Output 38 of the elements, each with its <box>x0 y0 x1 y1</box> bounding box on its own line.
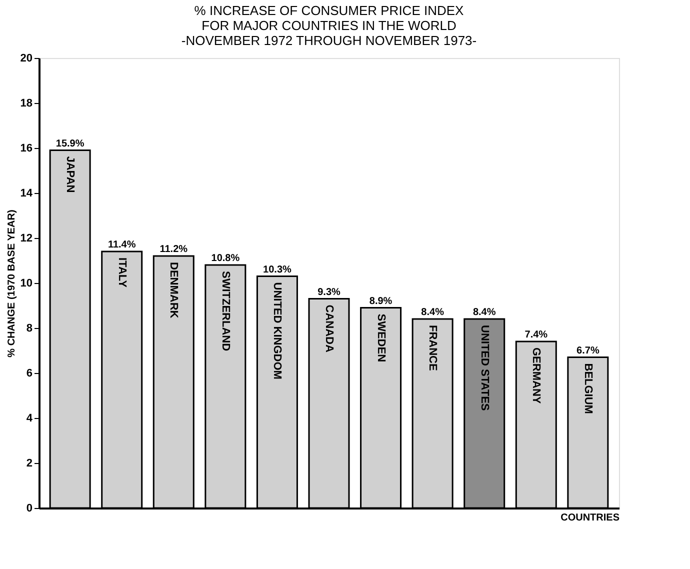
data-label: 7.4% <box>524 330 548 340</box>
y-tick-label: 8 <box>26 322 32 334</box>
y-tick-label: 20 <box>20 52 32 64</box>
y-tick-label: 2 <box>26 458 32 470</box>
x-tick-label: ITALY <box>116 258 128 288</box>
x-tick-label: SWEDEN <box>374 314 387 362</box>
x-tick-label: BELGIUM <box>582 363 594 414</box>
y-tick-label: 12 <box>20 232 32 244</box>
text: % INCREASE OF CONSUMER PRICE INDEX <box>194 3 464 18</box>
y-tick-label: 14 <box>20 188 34 200</box>
text: -NOVEMBER 1972 THROUGH NOVEMBER 1973- <box>181 33 477 48</box>
x-tick-label: SWITZERLAND <box>219 271 232 352</box>
data-label: 11.4% <box>108 240 136 250</box>
y-tick-label: 10 <box>20 278 32 290</box>
x-tick-label: UNITED KINGDOM <box>271 282 284 380</box>
data-label: 11.2% <box>160 244 188 255</box>
data-label: 9.3% <box>318 286 341 298</box>
x-tick-label: FRANCE <box>426 325 439 371</box>
data-label: 8.4% <box>421 307 444 318</box>
x-tick-label: DENMARK <box>168 262 180 318</box>
y-tick-label: 6 <box>26 368 32 380</box>
data-label: 15.9% <box>56 138 84 150</box>
x-axis-title: COUNTRIES <box>560 512 620 524</box>
y-axis-title: % CHANGE (1970 BASE YEAR) <box>6 210 18 358</box>
data-label: 10.8% <box>211 253 240 264</box>
data-label: 10.3% <box>263 264 292 276</box>
x-tick-label: JAPAN <box>64 156 76 193</box>
x-tick-label: GERMANY <box>530 348 542 404</box>
x-tick-label: CANADA <box>323 304 335 352</box>
data-label: 8.9% <box>369 296 392 307</box>
y-tick-label: 16 <box>20 142 32 154</box>
y-tick-label: 4 <box>26 412 34 424</box>
x-tick-label: UNITED STATES <box>478 325 490 411</box>
text: FOR MAJOR COUNTRIES IN THE WORLD <box>202 18 456 33</box>
y-tick-label: 18 <box>20 98 32 110</box>
data-label: 8.4% <box>472 307 496 318</box>
y-tick-label: 0 <box>26 502 32 514</box>
data-label: 6.7% <box>576 345 600 356</box>
